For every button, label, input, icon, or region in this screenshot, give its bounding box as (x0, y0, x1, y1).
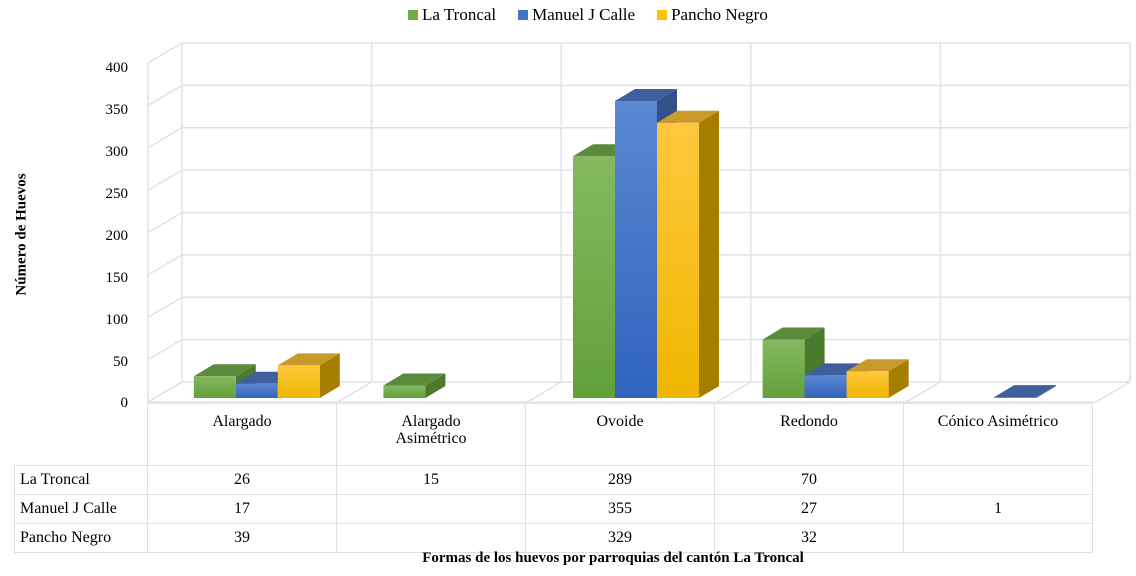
legend-label: La Troncal (422, 5, 497, 24)
data-table-row: Manuel J Calle 17 355 27 1 (14, 494, 1093, 524)
row-label: Manuel J Calle (14, 494, 148, 524)
legend-swatch-green (408, 10, 418, 20)
data-table-row: Pancho Negro 39 329 32 (14, 523, 1093, 553)
cell (903, 465, 1093, 495)
y-axis-title: Número de Huevos (13, 173, 30, 296)
header-text-line2: Asimétrico (395, 430, 467, 447)
x-axis-title: Formas de los huevos por parroquias del … (422, 550, 804, 566)
y-tick: 150 (105, 270, 129, 286)
row-label: La Troncal (14, 465, 148, 495)
y-tick: 250 (105, 186, 129, 202)
cell (903, 523, 1093, 553)
y-tick: 350 (105, 102, 129, 118)
data-table-header: Cónico Asimétrico (903, 403, 1093, 466)
legend-label: Manuel J Calle (532, 5, 636, 24)
cell: 355 (525, 494, 715, 524)
header-text: Cónico Asimétrico (937, 413, 1059, 430)
header-text: Redondo (780, 413, 838, 430)
data-table-corner (15, 404, 148, 466)
y-tick: 50 (113, 354, 128, 370)
legend-item-manuel-j-calle[interactable]: Manuel J Calle (518, 5, 635, 25)
cell: 70 (714, 465, 904, 495)
data-table-header: Ovoide (525, 403, 715, 466)
cell: 329 (525, 523, 715, 553)
cell: 17 (147, 494, 337, 524)
header-text: Alargado (212, 413, 272, 430)
data-table-header: Alargado (147, 403, 337, 466)
data-table-header-row: Alargado Alargado Asimétrico Ovoide Redon… (15, 403, 1093, 466)
data-table: Alargado Alargado Asimétrico Ovoide Redon… (14, 403, 1093, 553)
cell: 15 (336, 465, 526, 495)
cell: 1 (903, 494, 1093, 524)
cell (336, 494, 526, 524)
cell (336, 523, 526, 553)
cell: 289 (525, 465, 715, 495)
cell: 39 (147, 523, 337, 553)
y-tick: 300 (105, 144, 129, 160)
bars (193, 89, 1057, 398)
legend-label: Pancho Negro (671, 5, 768, 24)
y-tick: 400 (105, 60, 129, 76)
legend-swatch-blue (518, 10, 529, 20)
header-text: Alargado (401, 413, 461, 430)
cell: 26 (147, 465, 337, 495)
y-tick: 200 (105, 228, 129, 244)
data-table-header: Redondo (714, 403, 904, 466)
legend-item-la-troncal[interactable]: La Troncal (408, 5, 496, 25)
legend: La Troncal Manuel J Calle Pancho Negro (408, 5, 768, 25)
y-tick: 100 (105, 312, 129, 328)
cell: 32 (714, 523, 904, 553)
data-table-row: La Troncal 26 15 289 70 (14, 465, 1093, 495)
cell: 27 (714, 494, 904, 524)
y-tick: 0 (120, 395, 129, 411)
legend-swatch-gold (657, 10, 668, 20)
header-text: Ovoide (596, 413, 644, 430)
legend-item-pancho-negro[interactable]: Pancho Negro (657, 5, 768, 25)
row-label: Pancho Negro (14, 523, 148, 553)
data-table-header: Alargado Asimétrico (336, 403, 526, 466)
